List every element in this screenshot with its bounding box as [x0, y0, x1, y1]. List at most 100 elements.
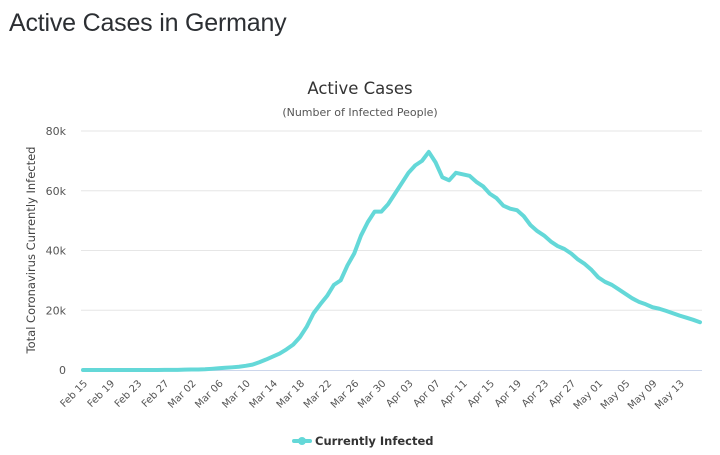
data-point[interactable] — [501, 204, 505, 208]
data-point[interactable] — [488, 192, 492, 196]
data-point[interactable] — [406, 171, 410, 175]
data-point[interactable] — [339, 278, 343, 282]
data-point[interactable] — [203, 367, 207, 371]
x-tick-label: Feb 27 — [140, 378, 172, 410]
data-point[interactable] — [88, 368, 92, 372]
data-point[interactable] — [128, 368, 132, 372]
data-point[interactable] — [115, 368, 119, 372]
data-point[interactable] — [678, 314, 682, 318]
data-point[interactable] — [522, 214, 526, 218]
data-point[interactable] — [305, 325, 309, 329]
data-point[interactable] — [576, 257, 580, 261]
data-point[interactable] — [549, 240, 553, 244]
data-point[interactable] — [271, 355, 275, 359]
data-point[interactable] — [691, 318, 695, 322]
data-point[interactable] — [366, 220, 370, 224]
data-point[interactable] — [312, 311, 316, 315]
data-point[interactable] — [556, 244, 560, 248]
data-point[interactable] — [291, 343, 295, 347]
data-point[interactable] — [108, 368, 112, 372]
data-point[interactable] — [454, 171, 458, 175]
data-point[interactable] — [345, 263, 349, 267]
x-tick-label: Mar 18 — [275, 378, 307, 410]
data-point[interactable] — [637, 300, 641, 304]
legend[interactable]: Currently Infected — [292, 434, 434, 448]
data-point[interactable] — [373, 210, 377, 214]
data-point[interactable] — [122, 368, 126, 372]
data-point[interactable] — [562, 247, 566, 251]
data-point[interactable] — [264, 358, 268, 362]
data-point[interactable] — [189, 368, 193, 372]
data-point[interactable] — [149, 368, 153, 372]
data-point[interactable] — [481, 184, 485, 188]
data-point[interactable] — [257, 360, 261, 364]
data-point[interactable] — [251, 363, 255, 367]
data-point[interactable] — [176, 368, 180, 372]
data-point[interactable] — [569, 251, 573, 255]
x-tick-label: Mar 30 — [356, 378, 388, 410]
data-point[interactable] — [318, 302, 322, 306]
data-point[interactable] — [352, 251, 356, 255]
data-point[interactable] — [244, 364, 248, 368]
data-point[interactable] — [196, 367, 200, 371]
data-point[interactable] — [210, 367, 214, 371]
data-point[interactable] — [623, 292, 627, 296]
data-point[interactable] — [413, 163, 417, 167]
data-point[interactable] — [684, 316, 688, 320]
data-point[interactable] — [420, 159, 424, 163]
data-point[interactable] — [223, 366, 227, 370]
data-point[interactable] — [440, 175, 444, 179]
data-point[interactable] — [495, 196, 499, 200]
data-point[interactable] — [528, 223, 532, 227]
data-point[interactable] — [447, 178, 451, 182]
data-point[interactable] — [325, 294, 329, 298]
data-point[interactable] — [284, 347, 288, 351]
data-point[interactable] — [332, 283, 336, 287]
data-point[interactable] — [359, 234, 363, 238]
data-point[interactable] — [278, 352, 282, 356]
data-point[interactable] — [603, 280, 607, 284]
data-point[interactable] — [135, 368, 139, 372]
data-point[interactable] — [162, 368, 166, 372]
data-point[interactable] — [651, 305, 655, 309]
data-point[interactable] — [617, 287, 621, 291]
data-point[interactable] — [230, 365, 234, 369]
series-line-currently-infected[interactable] — [81, 149, 702, 372]
data-point[interactable] — [630, 296, 634, 300]
data-point[interactable] — [217, 366, 221, 370]
data-point[interactable] — [427, 150, 431, 154]
data-point[interactable] — [169, 368, 173, 372]
data-point[interactable] — [379, 210, 383, 214]
data-point[interactable] — [610, 283, 614, 287]
data-point[interactable] — [101, 368, 105, 372]
data-point[interactable] — [81, 368, 85, 372]
data-point[interactable] — [583, 262, 587, 266]
data-point[interactable] — [298, 335, 302, 339]
data-point[interactable] — [508, 207, 512, 211]
data-point[interactable] — [535, 229, 539, 233]
data-point[interactable] — [95, 368, 99, 372]
data-point[interactable] — [156, 368, 160, 372]
data-point[interactable] — [515, 208, 519, 212]
data-point[interactable] — [142, 368, 146, 372]
data-point[interactable] — [386, 202, 390, 206]
data-point[interactable] — [393, 192, 397, 196]
data-point[interactable] — [664, 309, 668, 313]
data-point[interactable] — [434, 160, 438, 164]
data-point[interactable] — [644, 302, 648, 306]
data-point[interactable] — [596, 275, 600, 279]
data-point[interactable] — [671, 311, 675, 315]
legend-label-currently-infected[interactable]: Currently Infected — [315, 434, 434, 448]
data-point[interactable] — [542, 234, 546, 238]
data-point[interactable] — [400, 181, 404, 185]
x-tick-label: Apr 23 — [520, 378, 551, 409]
data-point[interactable] — [698, 320, 702, 324]
data-point[interactable] — [183, 368, 187, 372]
data-point[interactable] — [590, 268, 594, 272]
y-tick-label: 40k — [46, 245, 67, 258]
data-point[interactable] — [474, 180, 478, 184]
data-point[interactable] — [237, 365, 241, 369]
data-point[interactable] — [467, 174, 471, 178]
data-point[interactable] — [657, 307, 661, 311]
data-point[interactable] — [461, 172, 465, 176]
